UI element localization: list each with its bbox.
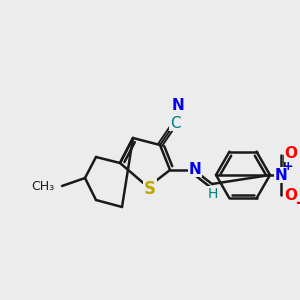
Text: N: N [189, 161, 201, 176]
Text: O: O [284, 188, 298, 203]
Text: S: S [144, 180, 156, 198]
Text: N: N [274, 167, 287, 182]
Text: O: O [284, 146, 298, 161]
Text: -: - [296, 194, 300, 212]
Text: C: C [170, 116, 180, 130]
Text: CH₃: CH₃ [31, 181, 54, 194]
Text: H: H [208, 187, 218, 201]
Text: N: N [172, 98, 184, 112]
Text: +: + [283, 160, 293, 173]
